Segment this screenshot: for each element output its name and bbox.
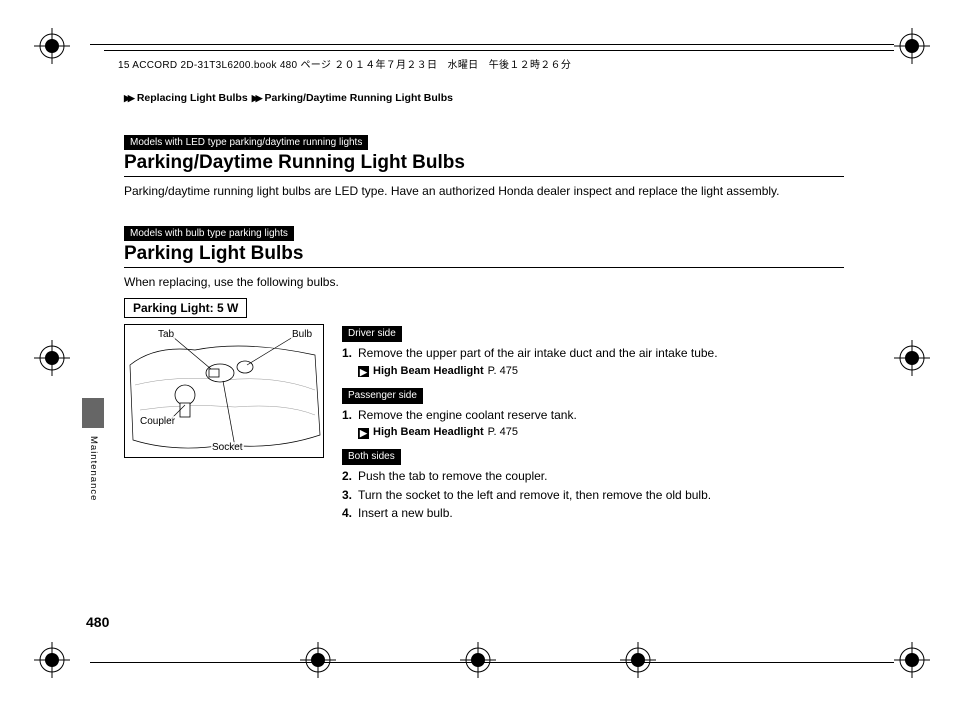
step-number: 3. bbox=[342, 487, 358, 504]
step-text: Push the tab to remove the coupler. bbox=[358, 468, 547, 485]
registration-mark-icon bbox=[34, 642, 70, 678]
registration-mark-icon bbox=[894, 642, 930, 678]
step-number: 4. bbox=[342, 505, 358, 522]
figure-label-coupler: Coupler bbox=[139, 416, 176, 427]
heading-rule bbox=[124, 176, 844, 177]
registration-mark-icon bbox=[620, 642, 656, 678]
registration-mark-icon bbox=[460, 642, 496, 678]
model-tag: Models with LED type parking/daytime run… bbox=[124, 135, 368, 150]
header-rule bbox=[104, 50, 894, 51]
step-text: Remove the upper part of the air intake … bbox=[358, 345, 718, 362]
frame-top bbox=[90, 44, 894, 45]
section-heading: Parking Light Bulbs bbox=[124, 243, 844, 265]
side-tag-passenger: Passenger side bbox=[342, 388, 423, 404]
model-tag: Models with bulb type parking lights bbox=[124, 226, 294, 241]
figure-label-tab: Tab bbox=[157, 329, 175, 340]
breadcrumb-sep-icon: ▶▶ bbox=[252, 93, 260, 104]
section-body: Parking/daytime running light bulbs are … bbox=[124, 183, 844, 199]
step-text: Turn the socket to the left and remove i… bbox=[358, 487, 711, 504]
side-tag-both: Both sides bbox=[342, 449, 401, 465]
step-row: 1. Remove the engine coolant reserve tan… bbox=[342, 407, 718, 424]
section-heading: Parking/Daytime Running Light Bulbs bbox=[124, 152, 844, 174]
step-row: 4. Insert a new bulb. bbox=[342, 505, 718, 522]
reference-title: High Beam Headlight bbox=[373, 425, 484, 440]
registration-mark-icon bbox=[894, 28, 930, 64]
step-text: Remove the engine coolant reserve tank. bbox=[358, 407, 577, 424]
registration-mark-icon bbox=[894, 340, 930, 376]
section-side-label: Maintenance bbox=[88, 436, 99, 501]
procedure-steps: Driver side 1. Remove the upper part of … bbox=[342, 324, 718, 524]
registration-mark-icon bbox=[34, 28, 70, 64]
reference-title: High Beam Headlight bbox=[373, 364, 484, 379]
step-number: 1. bbox=[342, 407, 358, 424]
bulb-diagram-figure: Tab Bulb Coupler Socket bbox=[124, 324, 324, 458]
side-tag-driver: Driver side bbox=[342, 326, 402, 342]
document-header-info: 15 ACCORD 2D-31T3L6200.book 480 ページ ２０１４… bbox=[118, 56, 571, 71]
reference-arrow-icon: ▶ bbox=[358, 428, 369, 439]
bulb-spec-box: Parking Light: 5 W bbox=[124, 298, 247, 318]
figure-label-bulb: Bulb bbox=[291, 329, 313, 340]
breadcrumb-item: Parking/Daytime Running Light Bulbs bbox=[265, 92, 453, 104]
section-intro: When replacing, use the following bulbs. bbox=[124, 274, 844, 290]
registration-mark-icon bbox=[300, 642, 336, 678]
step-row: 3. Turn the socket to the left and remov… bbox=[342, 487, 718, 504]
reference-page: P. 475 bbox=[488, 425, 518, 440]
step-text: Insert a new bulb. bbox=[358, 505, 453, 522]
step-row: 1. Remove the upper part of the air inta… bbox=[342, 345, 718, 362]
registration-mark-icon bbox=[34, 340, 70, 376]
reference-page: P. 475 bbox=[488, 364, 518, 379]
heading-rule bbox=[124, 267, 844, 268]
cross-reference: ▶ High Beam Headlight P. 475 bbox=[358, 425, 718, 440]
figure-label-socket: Socket bbox=[211, 442, 244, 453]
step-number: 1. bbox=[342, 345, 358, 362]
section-thumb-tab bbox=[82, 398, 104, 428]
cross-reference: ▶ High Beam Headlight P. 475 bbox=[358, 364, 718, 379]
step-row: 2. Push the tab to remove the coupler. bbox=[342, 468, 718, 485]
reference-arrow-icon: ▶ bbox=[358, 366, 369, 377]
bulb-diagram-svg bbox=[125, 325, 325, 459]
breadcrumb-item: Replacing Light Bulbs bbox=[137, 92, 248, 104]
page-content: ▶▶ Replacing Light Bulbs ▶▶ Parking/Dayt… bbox=[124, 92, 844, 524]
page-number: 480 bbox=[86, 614, 109, 630]
step-number: 2. bbox=[342, 468, 358, 485]
breadcrumb: ▶▶ Replacing Light Bulbs ▶▶ Parking/Dayt… bbox=[124, 92, 844, 104]
breadcrumb-sep-icon: ▶▶ bbox=[124, 93, 132, 104]
